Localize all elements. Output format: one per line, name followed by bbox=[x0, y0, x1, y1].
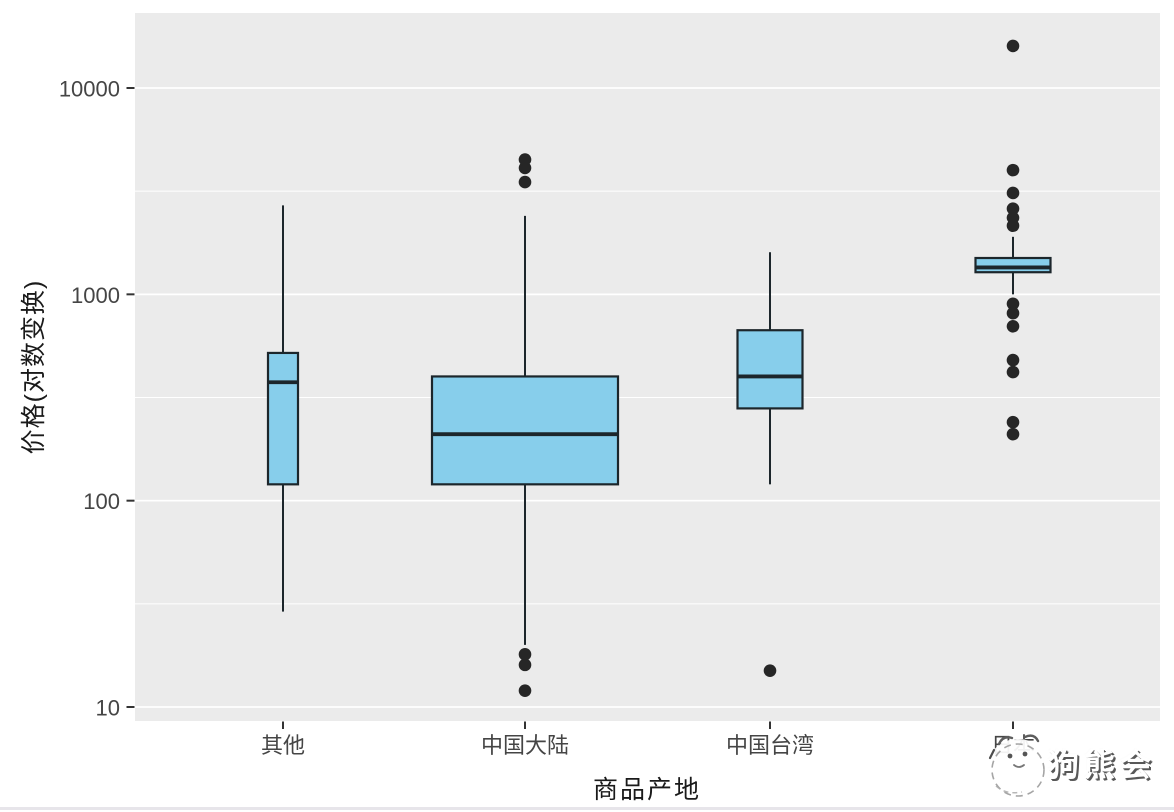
outlier-point bbox=[1006, 297, 1020, 311]
outlier-point bbox=[1006, 427, 1020, 441]
box-iqr bbox=[266, 351, 300, 486]
plot-panel bbox=[135, 13, 1160, 721]
outlier-point bbox=[1006, 415, 1020, 429]
outlier-point bbox=[518, 684, 532, 697]
y-tick-label: 1000 bbox=[71, 283, 120, 308]
bottom-divider bbox=[0, 807, 1174, 810]
box-iqr bbox=[974, 256, 1052, 274]
outlier-point bbox=[1006, 320, 1020, 333]
x-category-label: 其他 bbox=[261, 733, 305, 758]
box-iqr bbox=[430, 375, 620, 486]
outlier-point bbox=[518, 175, 532, 189]
outlier-point bbox=[1006, 306, 1020, 320]
y-tick-label: 10000 bbox=[59, 77, 120, 102]
y-tick-label: 100 bbox=[83, 489, 120, 514]
x-category-label: 中国台湾 bbox=[726, 733, 814, 758]
outlier-point bbox=[1006, 186, 1020, 200]
outlier-point bbox=[1006, 353, 1020, 367]
x-axis-title: 商品产地 bbox=[592, 776, 702, 804]
outlier-point bbox=[518, 648, 532, 661]
x-category-label: 中国大陆 bbox=[481, 733, 569, 758]
outlier-point bbox=[518, 658, 532, 672]
outlier-point bbox=[763, 664, 777, 677]
box-iqr bbox=[736, 329, 804, 410]
outlier-point bbox=[518, 161, 532, 175]
outlier-point bbox=[1006, 39, 1020, 53]
outlier-point bbox=[1006, 202, 1020, 216]
outlier-point bbox=[1006, 219, 1020, 233]
y-tick-label: 10 bbox=[96, 696, 120, 721]
y-axis-title: 价格(对数变换) bbox=[20, 279, 48, 455]
outlier-point bbox=[1006, 365, 1020, 379]
outlier-point bbox=[1006, 163, 1020, 177]
x-category-label: 日本 bbox=[991, 733, 1035, 758]
